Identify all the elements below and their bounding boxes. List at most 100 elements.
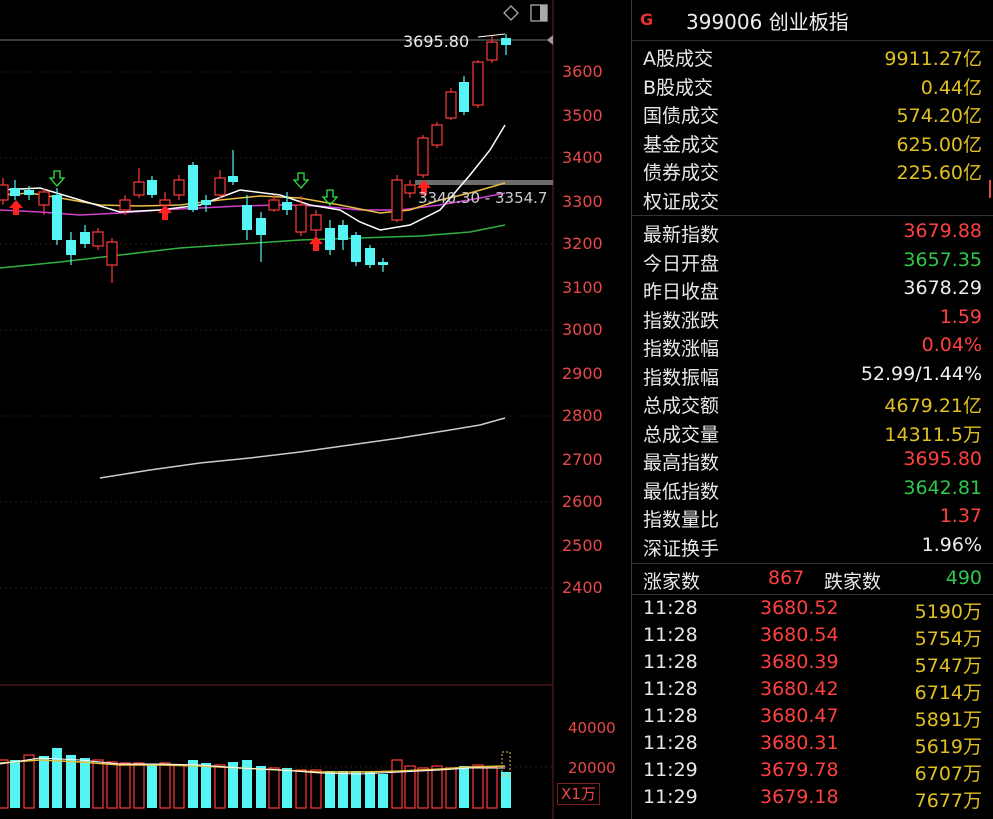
tick-row: 11:28 3680.54 5754万 [632,624,993,651]
price-grid [0,71,553,768]
tick-row: 11:28 3680.47 5891万 [632,705,993,732]
candle-body [501,38,511,45]
buy-signal-arrow-icon [9,200,23,215]
candle-body [80,232,90,244]
quote-label: 最新指数 [643,224,720,246]
quote-row: 基金成交 625.00亿 [632,128,993,156]
ma-range-callout: 3340.30 - 3354.7 [418,189,548,207]
quote-label: 最高指数 [643,452,720,474]
price-tick: 3600 [562,62,603,81]
candle-body [472,61,484,106]
advance-decline-row: 涨家数 867 跌家数 490 [632,565,993,593]
panel-toggle-icon[interactable] [530,4,548,22]
candle-body [66,240,76,255]
quote-value: 574.20亿 [896,105,982,127]
volume-bar [52,748,62,808]
quote-row: 指数涨跌 1.59 [632,304,993,332]
tick-time: 11:28 [643,651,698,673]
quote-value: 1.59 [939,305,982,328]
tick-time: 11:28 [643,597,698,619]
volume-ma-white-line [0,757,505,775]
quote-value: 52.99/1.44% [860,362,982,385]
quote-value: 4679.21亿 [884,395,982,417]
price-tick: 3400 [562,148,603,167]
index-title: 399006 创业板指 [686,10,849,34]
volume-tick: 40000 [568,719,616,737]
volume-bar [417,767,429,809]
quote-label: 昨日收盘 [643,281,720,303]
candle-body [10,188,20,196]
sell-signal-arrow-icon [321,189,339,206]
tick-row: 11:28 3680.42 6714万 [632,678,993,705]
volume-bar [23,754,35,809]
tick-row: 11:29 3679.78 6707万 [632,759,993,786]
quote-row: 国债成交 574.20亿 [632,99,993,127]
high-callout-leader [477,33,506,38]
current-volume-marker [501,751,511,777]
tick-time: 11:28 [643,624,698,646]
candle-body [378,262,388,265]
volume-bar [39,756,49,808]
volume-bar [338,771,348,808]
candlesticks [0,34,511,283]
quote-row: 指数振幅 52.99/1.44% [632,361,993,389]
decline-label: 跌家数 [824,571,882,593]
tick-price: 3680.52 [760,597,839,619]
decline-count: 490 [945,567,982,589]
tick-vol: 5747万 [914,655,982,677]
quote-value: 1.37 [939,505,982,527]
kline-chart[interactable] [0,0,631,819]
candle-body [159,199,171,206]
candle-body [445,91,457,119]
buy-signal-arrow-icon [309,236,323,251]
candle-body [431,124,443,146]
quote-value: 625.00亿 [896,133,982,156]
price-tick: 2500 [562,536,603,555]
candle-body [282,202,292,210]
volume-bar [106,761,118,809]
candle-body [256,218,266,235]
candle-body [459,82,469,112]
tick-price: 3680.39 [760,651,839,673]
volume-bar [431,765,443,809]
volume-bar [501,772,511,808]
tick-vol: 6707万 [914,763,982,785]
buy-signal-arrow-icon [158,205,172,220]
tick-time: 11:29 [643,759,698,781]
volume-unit-label[interactable]: X1万 [557,783,600,805]
quote-label: 指数量比 [643,509,720,531]
diamond-icon[interactable] [502,4,520,22]
ma10-line [0,182,506,214]
candle-body [228,176,238,182]
volume-bar [378,774,388,808]
price-tick: 2800 [562,406,603,425]
price-tick: 2700 [562,450,603,469]
volume-bar [256,766,266,808]
quote-value: 3679.88 [903,220,982,242]
tick-price: 3680.42 [760,678,839,700]
volume-bar [10,760,20,808]
g-badge-icon[interactable]: G [640,10,654,29]
quote-value: 1.96% [921,533,982,556]
kline-chart-area[interactable]: 3695.80 3340.30 - 3354.7 3600 3500 3400 … [0,0,631,819]
quote-label: 指数振幅 [643,366,720,389]
price-tick: 3100 [562,278,603,297]
quote-value: 0.04% [921,334,982,356]
tick-row: 11:28 3680.31 5619万 [632,732,993,759]
volume-bar [486,766,498,809]
volume-bar [214,764,226,809]
volume-bar [325,771,335,808]
volume-bar [159,762,171,809]
tick-vol: 7677万 [914,790,982,812]
advance-count: 867 [768,567,805,589]
quote-label: B股成交 [643,76,714,99]
volume-bar [188,760,198,808]
tick-time: 11:29 [643,786,698,808]
quote-label: 深证换手 [643,537,720,560]
quote-label: 指数涨跌 [643,309,720,332]
candle-body [365,248,375,265]
candle-body [417,137,429,176]
candle-body [268,199,280,211]
tick-vol: 6714万 [914,682,982,704]
sell-signal-arrow-icon [48,170,66,187]
